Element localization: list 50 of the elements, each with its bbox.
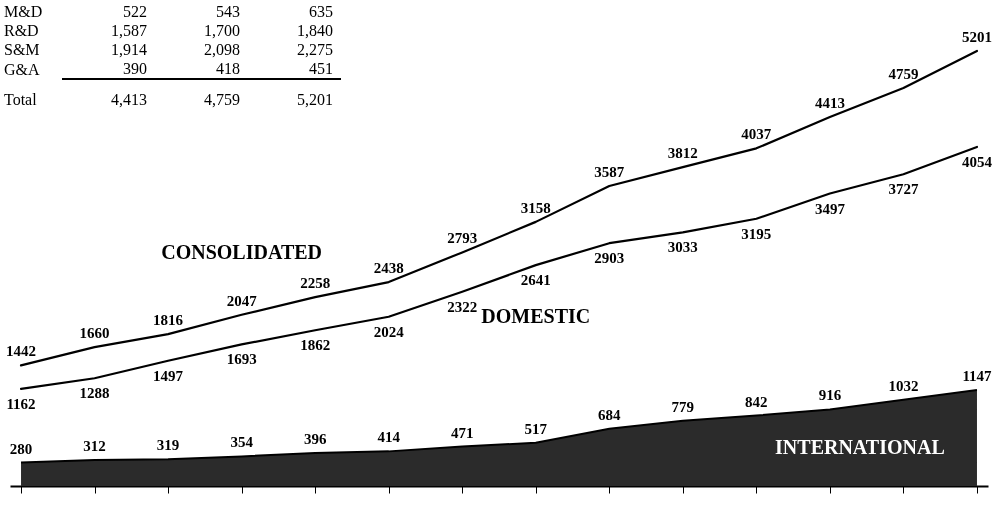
data-label: 1162 xyxy=(6,395,36,412)
data-label: 4413 xyxy=(814,94,845,111)
series-label: INTERNATIONAL xyxy=(775,435,945,458)
data-label: 1660 xyxy=(79,325,110,342)
data-label: 2258 xyxy=(300,275,331,292)
text: M&D 522 543 635 xyxy=(4,3,333,20)
text: Total 4,413 4,759 5,201 xyxy=(4,90,333,108)
data-label: 4054 xyxy=(961,153,993,170)
data-label: 2641 xyxy=(520,272,551,289)
data-label: 1497 xyxy=(153,367,184,384)
data-label: 4759 xyxy=(888,65,919,82)
data-label: 3195 xyxy=(741,225,772,242)
data-label: 2438 xyxy=(373,260,404,277)
data-label: 1032 xyxy=(888,377,919,394)
data-label: 2024 xyxy=(373,323,405,340)
data-label: 414 xyxy=(377,429,401,446)
data-label: 4037 xyxy=(741,126,772,143)
text: G&A 390 418 451 xyxy=(4,60,333,78)
data-label: 396 xyxy=(303,430,327,447)
data-label: 319 xyxy=(156,437,180,454)
series-label: DOMESTIC xyxy=(481,305,591,328)
data-label: 779 xyxy=(671,398,695,415)
text: S&M 1,914 2,098 2,275 xyxy=(4,41,333,58)
data-label: 1147 xyxy=(962,368,993,385)
data-label: 5201 xyxy=(961,29,992,45)
data-label: 916 xyxy=(818,387,842,404)
text: R&D 1,587 1,700 1,840 xyxy=(4,22,333,39)
data-label: 1693 xyxy=(226,351,257,368)
data-label: 2047 xyxy=(226,292,258,309)
data-label: 842 xyxy=(745,393,768,410)
data-label: 3812 xyxy=(667,145,698,162)
data-label: 2322 xyxy=(447,298,478,315)
data-label: 2793 xyxy=(447,230,478,247)
series-label: CONSOLIDATED xyxy=(161,240,323,263)
data-label: 2903 xyxy=(594,250,625,267)
data-label: 471 xyxy=(450,424,474,441)
data-label: 280 xyxy=(9,440,33,457)
data-label: 517 xyxy=(524,420,548,437)
data-label: 3727 xyxy=(888,181,919,198)
data-label: 1288 xyxy=(79,385,110,402)
data-label: 1816 xyxy=(153,312,184,329)
data-label: 312 xyxy=(83,437,106,454)
data-label: 3033 xyxy=(667,239,698,256)
data-label: 3587 xyxy=(594,163,625,180)
data-label: 1862 xyxy=(300,337,331,354)
data-label: 3158 xyxy=(520,199,551,216)
data-label: 354 xyxy=(230,434,254,451)
data-label: 684 xyxy=(598,406,622,423)
data-label: 1442 xyxy=(6,343,37,360)
data-label: 3497 xyxy=(814,200,846,217)
